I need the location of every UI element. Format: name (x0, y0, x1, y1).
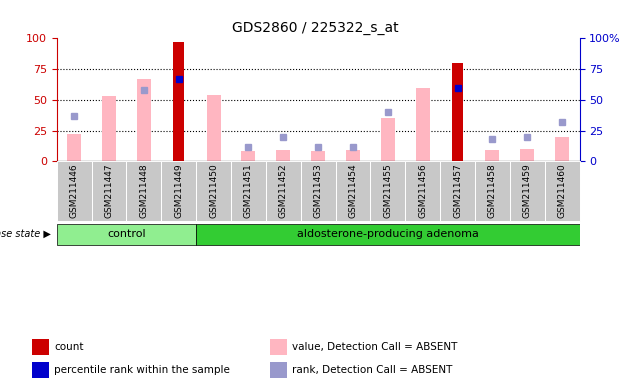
Text: GSM211458: GSM211458 (488, 164, 497, 218)
Bar (301, 161, 336, 221)
Bar (67, 134, 81, 161)
Bar (57, 161, 91, 221)
Text: control: control (107, 229, 146, 239)
Bar (161, 161, 196, 221)
Bar (370, 161, 405, 221)
Bar (416, 88, 430, 161)
Bar (32, 362, 49, 378)
Text: GSM211447: GSM211447 (105, 164, 113, 218)
Bar (137, 79, 151, 161)
Bar (196, 161, 231, 221)
Text: count: count (54, 342, 84, 352)
Bar (231, 161, 266, 221)
Bar (452, 63, 463, 161)
Bar (311, 151, 325, 161)
Bar (57, 224, 196, 245)
Bar (520, 149, 534, 161)
Bar (545, 161, 580, 221)
Text: GSM211454: GSM211454 (348, 164, 357, 218)
Bar (486, 150, 500, 161)
Text: GSM211457: GSM211457 (453, 164, 462, 218)
Bar (91, 161, 127, 221)
Text: GSM211450: GSM211450 (209, 164, 218, 218)
Bar (405, 161, 440, 221)
Text: GSM211453: GSM211453 (314, 164, 323, 218)
Bar (336, 161, 370, 221)
Bar (346, 150, 360, 161)
Text: GSM211460: GSM211460 (558, 164, 566, 218)
Text: GSM211452: GSM211452 (279, 164, 288, 218)
Bar (207, 95, 220, 161)
Bar (241, 151, 255, 161)
Text: GSM211456: GSM211456 (418, 164, 427, 218)
Text: GDS2860 / 225322_s_at: GDS2860 / 225322_s_at (232, 21, 398, 35)
Bar (266, 161, 301, 221)
Bar (127, 161, 161, 221)
Text: GSM211446: GSM211446 (70, 164, 79, 218)
Bar (277, 150, 290, 161)
Bar (270, 362, 287, 378)
Bar (102, 96, 116, 161)
Bar (196, 224, 580, 245)
Text: rank, Detection Call = ABSENT: rank, Detection Call = ABSENT (292, 365, 453, 375)
Text: disease state ▶: disease state ▶ (0, 229, 50, 239)
Text: GSM211451: GSM211451 (244, 164, 253, 218)
Bar (173, 42, 184, 161)
Text: GSM211459: GSM211459 (523, 164, 532, 218)
Bar (270, 339, 287, 355)
Bar (510, 161, 545, 221)
Text: GSM211448: GSM211448 (139, 164, 148, 218)
Text: aldosterone-producing adenoma: aldosterone-producing adenoma (297, 229, 479, 239)
Text: value, Detection Call = ABSENT: value, Detection Call = ABSENT (292, 342, 457, 352)
Bar (555, 137, 569, 161)
Bar (381, 118, 395, 161)
Text: GSM211455: GSM211455 (384, 164, 392, 218)
Bar (475, 161, 510, 221)
Text: GSM211449: GSM211449 (175, 164, 183, 218)
Bar (440, 161, 475, 221)
Bar (32, 339, 49, 355)
Text: percentile rank within the sample: percentile rank within the sample (54, 365, 230, 375)
